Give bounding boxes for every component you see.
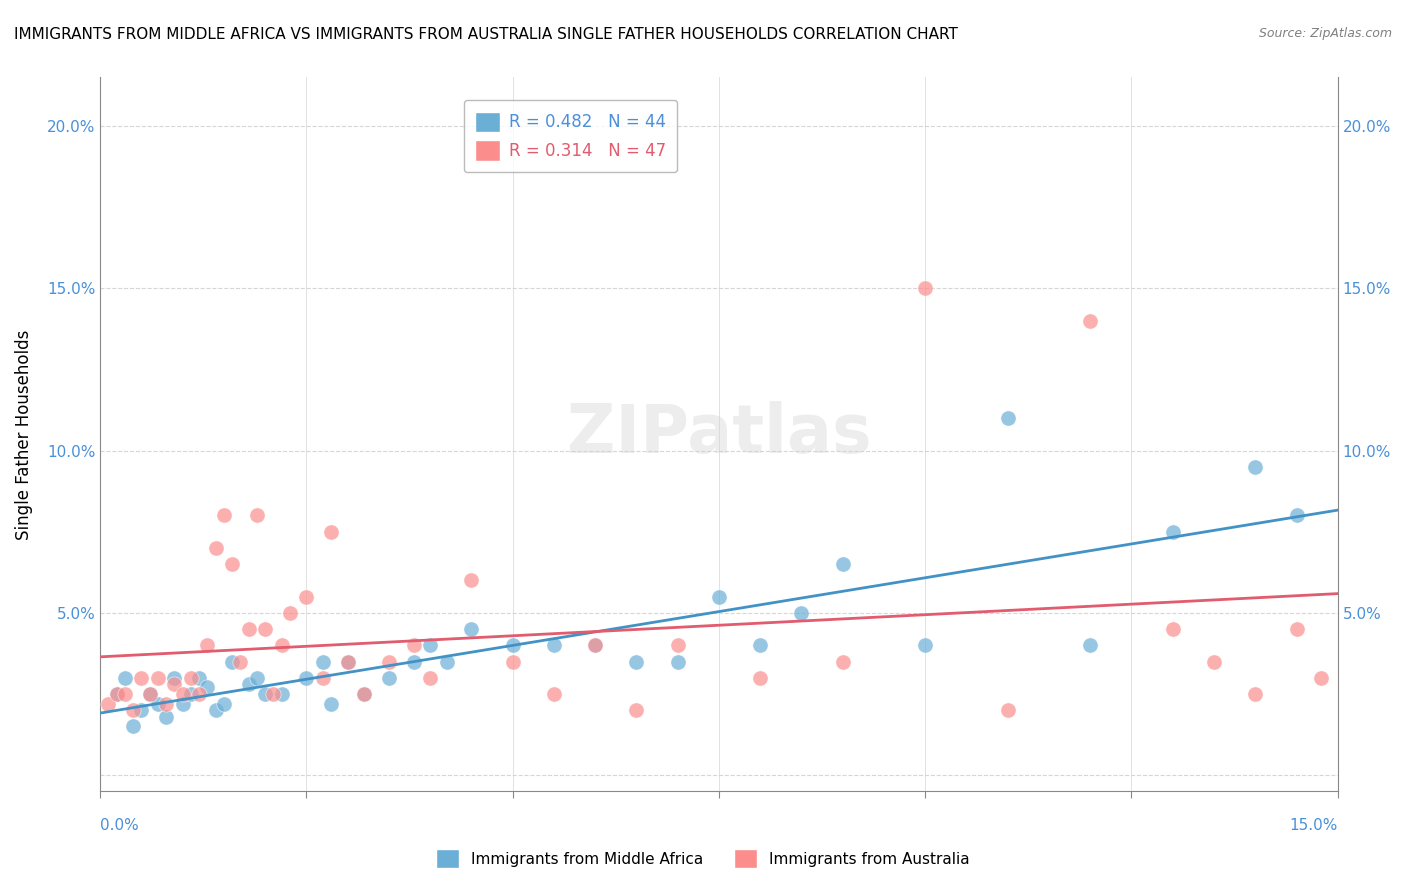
Point: [278, 606, 301, 620]
Point: [114, 671, 136, 685]
Point: [238, 622, 260, 636]
Point: [502, 655, 524, 669]
Point: [749, 638, 772, 652]
Point: [831, 557, 853, 571]
Point: [914, 638, 936, 652]
Point: [419, 638, 441, 652]
Point: [172, 687, 194, 701]
Point: [270, 638, 292, 652]
Point: [997, 411, 1019, 425]
Point: [295, 590, 318, 604]
Point: [105, 687, 128, 701]
Text: ZIPatlas: ZIPatlas: [567, 401, 872, 467]
Point: [460, 622, 482, 636]
Point: [336, 655, 359, 669]
Point: [262, 687, 284, 701]
Point: [583, 638, 606, 652]
Point: [188, 671, 211, 685]
Point: [321, 524, 343, 539]
Point: [1244, 687, 1267, 701]
Point: [997, 703, 1019, 717]
Point: [212, 697, 235, 711]
Point: [666, 638, 689, 652]
Point: [831, 655, 853, 669]
Point: [1161, 622, 1184, 636]
Point: [138, 687, 160, 701]
Point: [1202, 655, 1225, 669]
Point: [146, 697, 169, 711]
Text: 0.0%: 0.0%: [100, 819, 139, 833]
Legend: R = 0.482   N = 44, R = 0.314   N = 47: R = 0.482 N = 44, R = 0.314 N = 47: [464, 100, 678, 172]
Point: [626, 655, 648, 669]
Point: [1161, 524, 1184, 539]
Point: [163, 677, 186, 691]
Point: [172, 697, 194, 711]
Text: Source: ZipAtlas.com: Source: ZipAtlas.com: [1258, 27, 1392, 40]
Point: [460, 574, 482, 588]
Point: [155, 697, 177, 711]
Point: [436, 655, 458, 669]
Point: [204, 703, 226, 717]
Point: [502, 638, 524, 652]
Point: [254, 622, 277, 636]
Point: [105, 687, 128, 701]
Point: [1285, 622, 1308, 636]
Point: [336, 655, 359, 669]
Point: [229, 655, 252, 669]
Point: [270, 687, 292, 701]
Point: [155, 709, 177, 723]
Y-axis label: Single Father Households: Single Father Households: [15, 329, 32, 540]
Point: [707, 590, 730, 604]
Point: [321, 697, 343, 711]
Point: [1078, 638, 1101, 652]
Point: [1285, 508, 1308, 523]
Point: [163, 671, 186, 685]
Point: [419, 671, 441, 685]
Point: [914, 281, 936, 295]
Point: [122, 703, 145, 717]
Point: [180, 687, 202, 701]
Point: [543, 687, 565, 701]
Point: [212, 508, 235, 523]
Point: [402, 638, 425, 652]
Point: [188, 687, 211, 701]
Point: [204, 541, 226, 555]
Text: IMMIGRANTS FROM MIDDLE AFRICA VS IMMIGRANTS FROM AUSTRALIA SINGLE FATHER HOUSEHO: IMMIGRANTS FROM MIDDLE AFRICA VS IMMIGRA…: [14, 27, 957, 42]
Point: [197, 681, 219, 695]
Point: [131, 703, 153, 717]
Point: [749, 671, 772, 685]
Point: [378, 655, 401, 669]
Point: [378, 671, 401, 685]
Point: [1244, 459, 1267, 474]
Point: [238, 677, 260, 691]
Point: [626, 703, 648, 717]
Point: [138, 687, 160, 701]
Point: [583, 638, 606, 652]
Point: [353, 687, 375, 701]
Point: [402, 655, 425, 669]
Point: [353, 687, 375, 701]
Point: [122, 719, 145, 733]
Point: [114, 687, 136, 701]
Point: [295, 671, 318, 685]
Point: [312, 655, 335, 669]
Point: [790, 606, 813, 620]
Point: [254, 687, 277, 701]
Point: [221, 557, 243, 571]
Point: [97, 697, 120, 711]
Point: [221, 655, 243, 669]
Legend: Immigrants from Middle Africa, Immigrants from Australia: Immigrants from Middle Africa, Immigrant…: [429, 841, 977, 875]
Point: [180, 671, 202, 685]
Point: [1078, 314, 1101, 328]
Point: [312, 671, 335, 685]
Point: [246, 508, 269, 523]
Point: [146, 671, 169, 685]
Point: [543, 638, 565, 652]
Text: 15.0%: 15.0%: [1289, 819, 1337, 833]
Point: [197, 638, 219, 652]
Point: [246, 671, 269, 685]
Point: [666, 655, 689, 669]
Point: [1310, 671, 1333, 685]
Point: [131, 671, 153, 685]
